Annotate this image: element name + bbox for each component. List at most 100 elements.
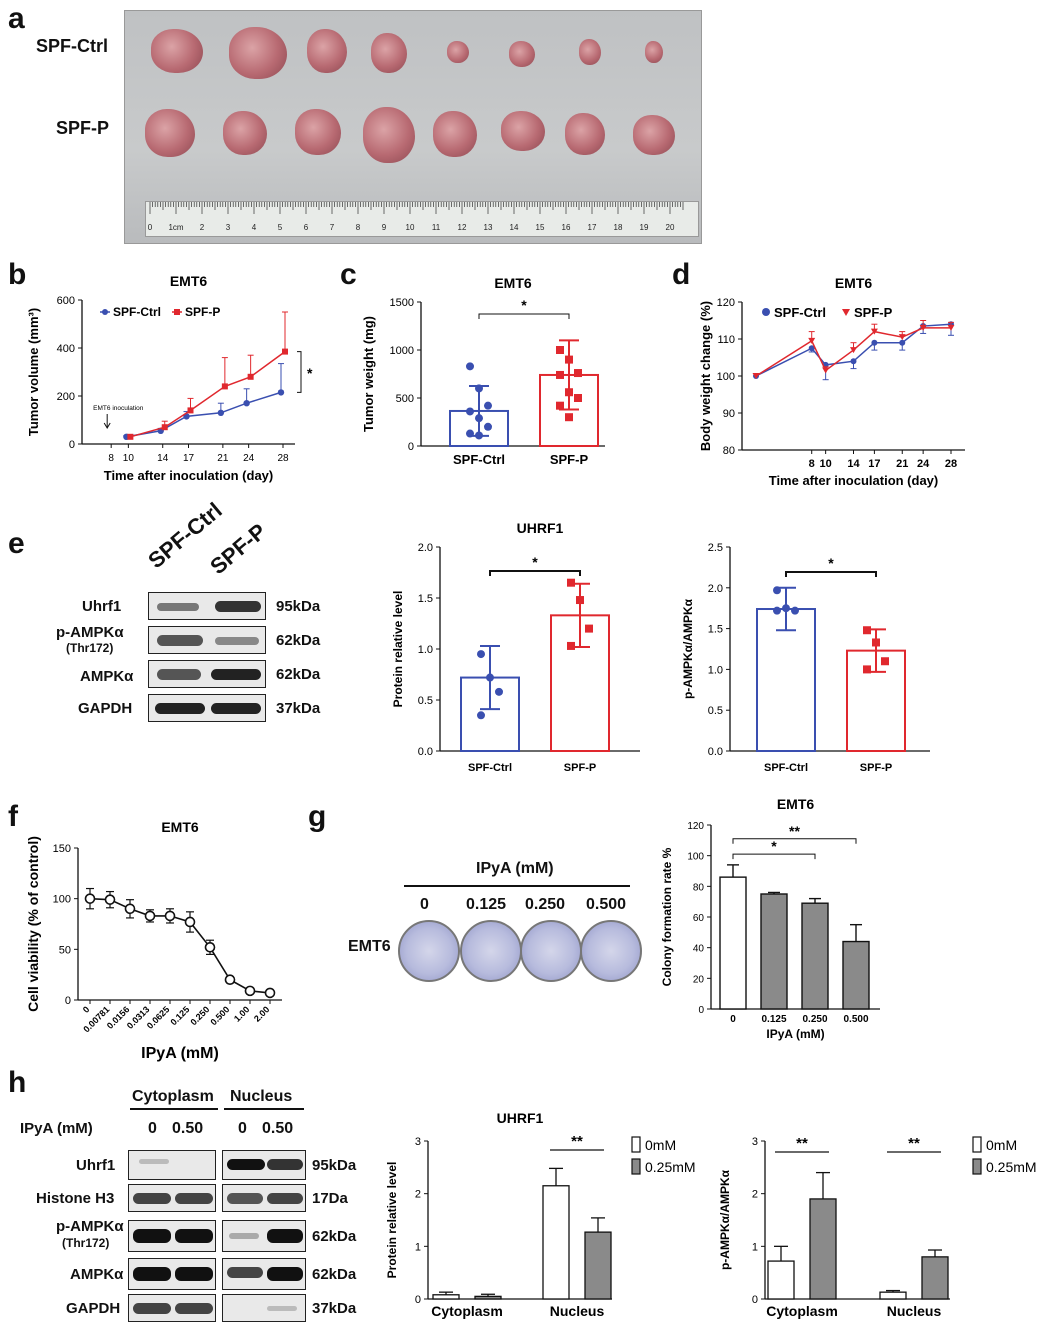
bar-Cytoplasm-0mM bbox=[432, 1294, 460, 1300]
data-point bbox=[187, 407, 194, 414]
y-tick-label: 500 bbox=[396, 393, 414, 405]
tumor bbox=[645, 41, 663, 63]
h-blot-ampk-cyto bbox=[128, 1258, 216, 1290]
x-tick-label: 14 bbox=[847, 458, 860, 470]
y-tick-label: 120 bbox=[687, 821, 704, 832]
blot-ampk bbox=[148, 660, 266, 688]
chart-title: EMT6 bbox=[777, 796, 815, 812]
data-point bbox=[870, 328, 878, 335]
g-row-label: EMT6 bbox=[348, 938, 391, 955]
x-tick-label: 24 bbox=[243, 453, 255, 464]
h-blot-pampk-cyto bbox=[128, 1220, 216, 1252]
x-tick-label: 24 bbox=[917, 458, 930, 470]
series-line-SPF-Ctrl bbox=[126, 391, 282, 438]
x-category-label: 0.250 bbox=[802, 1014, 827, 1025]
bar-Cytoplasm-0.25mM bbox=[809, 1198, 837, 1300]
h-label-ampk: AMPKα bbox=[70, 1266, 124, 1283]
significance-mark: * bbox=[828, 555, 834, 571]
h-blot-pampk-nuc bbox=[222, 1220, 306, 1252]
significance-mark: ** bbox=[789, 823, 800, 839]
blot-label-pampk: p-AMPKα bbox=[56, 624, 124, 641]
h-kda-histone: 17Da bbox=[312, 1190, 348, 1207]
y-tick-label: 90 bbox=[723, 408, 735, 420]
data-point bbox=[495, 687, 503, 696]
x-tick-label: 28 bbox=[945, 458, 957, 470]
tumor bbox=[151, 29, 203, 73]
significance-bracket bbox=[478, 313, 570, 319]
data-point bbox=[752, 373, 760, 379]
viability-line bbox=[89, 897, 271, 994]
row-label-spf-p: SPF-P bbox=[56, 118, 110, 138]
h-kda-uhrf1: 95kDa bbox=[312, 1157, 357, 1174]
ruler-label: 12 bbox=[458, 223, 467, 232]
data-point bbox=[282, 348, 288, 355]
legend-label: SPF-P bbox=[854, 305, 893, 320]
series-line-SPF-P bbox=[130, 350, 286, 438]
significance-mark: * bbox=[771, 838, 777, 854]
data-point bbox=[556, 346, 564, 354]
legend-marker bbox=[174, 309, 180, 315]
ruler-label: 14 bbox=[510, 223, 519, 232]
bar-Nucleus-0mM bbox=[879, 1291, 907, 1300]
bar-Cytoplasm-0.25mM bbox=[474, 1295, 502, 1300]
data-point bbox=[204, 942, 216, 953]
x-tick-label: 0.500 bbox=[208, 1004, 231, 1027]
ruler-label: 10 bbox=[406, 223, 415, 232]
data-point bbox=[898, 334, 906, 341]
data-point bbox=[161, 424, 168, 431]
significance-bracket bbox=[732, 838, 857, 844]
x-category-label: SPF-Ctrl bbox=[764, 762, 808, 774]
significance-bracket bbox=[732, 853, 816, 860]
data-point bbox=[791, 606, 799, 615]
x-tick-label: 14 bbox=[157, 453, 169, 464]
series-line-SPF-P bbox=[755, 327, 951, 377]
panel-letter-b: b bbox=[8, 258, 27, 291]
h-line-cytoplasm bbox=[130, 1108, 218, 1110]
ruler-label: 17 bbox=[588, 223, 597, 232]
y-tick-label: 110 bbox=[717, 334, 735, 346]
data-point bbox=[466, 407, 474, 416]
data-point bbox=[585, 624, 593, 633]
y-tick-label: 400 bbox=[57, 343, 75, 355]
tumor bbox=[633, 115, 675, 155]
significance-mark: ** bbox=[571, 1133, 583, 1150]
chart-uhrf1-fraction: 0 1 2 3 UHRF1 Protein relative level Cytoplasm… bbox=[385, 1110, 696, 1319]
x-category-label: 0.125 bbox=[761, 1014, 786, 1025]
y-axis-label: Colony formation rate % bbox=[660, 847, 674, 986]
tumor-photo: 0 1cm 2 3 4 5 6 7 8 9 10 11 12 13 14 15 16 17 18 19 20 bbox=[124, 10, 702, 244]
data-point bbox=[919, 324, 927, 331]
data-point bbox=[947, 324, 955, 331]
data-point bbox=[863, 626, 871, 635]
y-tick-label: 100 bbox=[687, 852, 704, 863]
x-tick-label: 0.0625 bbox=[145, 1004, 172, 1031]
panel-letter-d: d bbox=[672, 258, 691, 291]
legend-marker bbox=[762, 308, 770, 316]
data-point bbox=[244, 985, 256, 997]
legend-label: 0.25mM bbox=[645, 1159, 696, 1175]
data-point bbox=[184, 916, 196, 928]
data-point bbox=[277, 389, 285, 396]
data-point bbox=[466, 362, 474, 371]
data-point bbox=[475, 431, 483, 440]
data-point bbox=[124, 903, 136, 915]
h-line-nucleus bbox=[224, 1108, 304, 1110]
h-kda-pampk: 62kDa bbox=[312, 1228, 357, 1245]
ruler-label: 2 bbox=[200, 223, 205, 232]
y-tick-label: 2 bbox=[752, 1189, 758, 1201]
g-conc-0: 0 bbox=[420, 896, 429, 913]
bar-0.250 bbox=[801, 902, 829, 1010]
chart-cell-viability: 0 50 100 150 EMT6 Cell viability (% of contro… bbox=[25, 819, 282, 1062]
h-kda-gapdh: 37kDa bbox=[312, 1300, 357, 1317]
x-tick-label: 8 bbox=[108, 453, 114, 464]
y-tick-label: 80 bbox=[723, 445, 735, 457]
legend-label: SPF-P bbox=[185, 305, 220, 319]
legend-label: 0.25mM bbox=[986, 1159, 1037, 1175]
y-tick-label: 3 bbox=[415, 1136, 421, 1148]
blot-pampk bbox=[148, 626, 266, 654]
y-tick-label: 40 bbox=[693, 944, 705, 955]
data-point bbox=[556, 370, 564, 379]
kda-uhrf1: 95kDa bbox=[276, 598, 321, 615]
tumor bbox=[447, 41, 469, 63]
data-point bbox=[144, 910, 156, 922]
annotation-arrowhead bbox=[103, 422, 111, 429]
